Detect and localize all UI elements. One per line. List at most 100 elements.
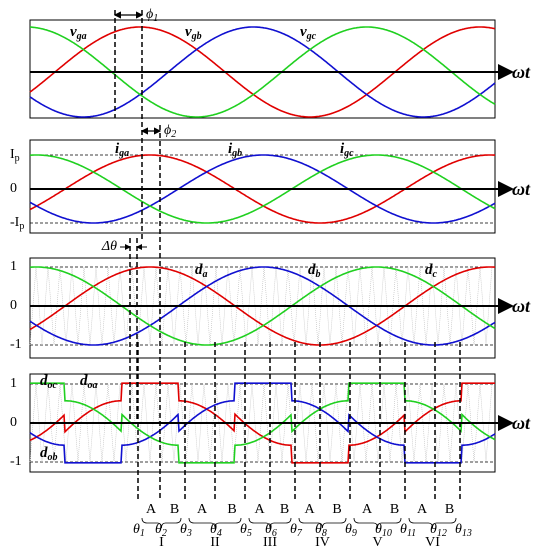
subsector-label: A [362,502,373,517]
angle-label: θ10 [375,522,392,539]
curve-label-main: v [185,24,192,40]
y-label: 0 [10,415,17,430]
curve-label-main: i [340,141,345,157]
waveform [29,26,496,118]
curve-label: iga [115,141,129,159]
angle-label: θ3 [180,522,192,539]
angle-label-sub: 10 [382,528,392,539]
curve-label-sub: oc [48,380,58,391]
waveform [29,382,495,464]
phase-label: Δθ [101,239,117,254]
phase-label-main: ϕ [164,123,171,138]
angle-label-sub: 13 [462,528,472,539]
angle-label: θ13 [455,522,472,539]
angle-label: θ5 [240,522,252,539]
curve-label-sub: ob [48,452,58,463]
angle-label-main: θ [430,522,437,537]
phase-label-main: ϕ [146,7,153,22]
y-label: 0 [10,181,17,196]
y-label: -1 [10,454,22,469]
curve-label: igb [228,141,242,159]
angle-label: θ4 [210,522,222,539]
group-bracket [408,517,457,529]
angle-label-sub: 6 [272,528,277,539]
waveform [29,382,496,464]
waveform [29,266,496,346]
axis-label: ωt [512,179,531,199]
curve-label: vgc [300,24,317,42]
angle-label-sub: 4 [217,528,222,539]
axis-label: ωt [512,62,531,82]
angle-label-sub: 1 [140,528,145,539]
curve-label-main: d [40,373,48,389]
waveform [29,154,496,224]
angle-label-main: θ [265,522,272,537]
angle-label-sub: 2 [162,528,167,539]
curve-label-sub: ga [76,31,87,42]
curve-label-main: d [195,262,203,278]
waveform [29,266,496,346]
angle-label: θ11 [400,522,416,539]
y-label: 0 [10,298,17,313]
curve-label: vga [70,24,87,42]
subsector-label: A [197,502,208,517]
curve-label: vgb [185,24,202,42]
group-label: III [263,535,277,550]
curve-label-sub: oa [88,380,98,391]
curve-label-sub: a [203,269,208,280]
angle-label-main: θ [133,522,140,537]
group-label: II [210,535,220,550]
group-bracket [248,517,292,529]
group-label: V [372,535,382,550]
y-label-main: -I [10,215,20,230]
angle-label-main: θ [455,522,462,537]
curve-label-main: d [40,445,48,461]
angle-label: θ9 [345,522,357,539]
group-bracket [298,517,347,529]
subsector-label: B [445,502,454,517]
group-label: VI [425,535,440,550]
angle-label-main: θ [375,522,382,537]
angle-label: θ6 [265,522,277,539]
y-label-main: I [10,147,15,162]
group-bracket [141,517,182,529]
angle-label-sub: 12 [437,528,447,539]
subsector-label: B [280,502,289,517]
curve-label-sub: b [316,269,321,280]
curve-label-sub: gb [231,148,242,159]
subsector-label: A [146,502,157,517]
curve-label: da [195,262,208,280]
curve-label: doa [80,373,98,391]
curve-label-sub: gb [191,31,202,42]
angle-label-sub: 9 [352,528,357,539]
curve-label: doc [40,373,58,391]
curve-label-main: i [228,141,233,157]
angle-label-sub: 7 [297,528,303,539]
angle-label-main: θ [290,522,297,537]
curve-label-sub: gc [306,31,317,42]
angle-label: θ7 [290,522,303,539]
subsector-label: A [254,502,265,517]
curve-label: dc [425,262,438,280]
curve-label-main: d [308,262,316,278]
subsector-label: B [390,502,399,517]
waveform [30,26,496,118]
angle-label: θ12 [430,522,447,539]
waveform [29,154,495,224]
subsector-label: A [304,502,315,517]
angle-label-main: θ [180,522,187,537]
panel-frame [29,139,496,234]
panel-frame [29,257,496,359]
panel-frame [29,19,496,119]
angle-label-main: θ [400,522,407,537]
angle-label-sub: 11 [407,528,416,539]
curve-label: dob [40,445,58,463]
angle-label-main: θ [155,522,162,537]
subsector-label: B [170,502,179,517]
angle-label-main: θ [315,522,322,537]
subsector-label: B [227,502,236,517]
angle-label-main: θ [240,522,247,537]
y-label-sub: p [15,153,20,164]
curve-label-sub: ga [118,148,129,159]
